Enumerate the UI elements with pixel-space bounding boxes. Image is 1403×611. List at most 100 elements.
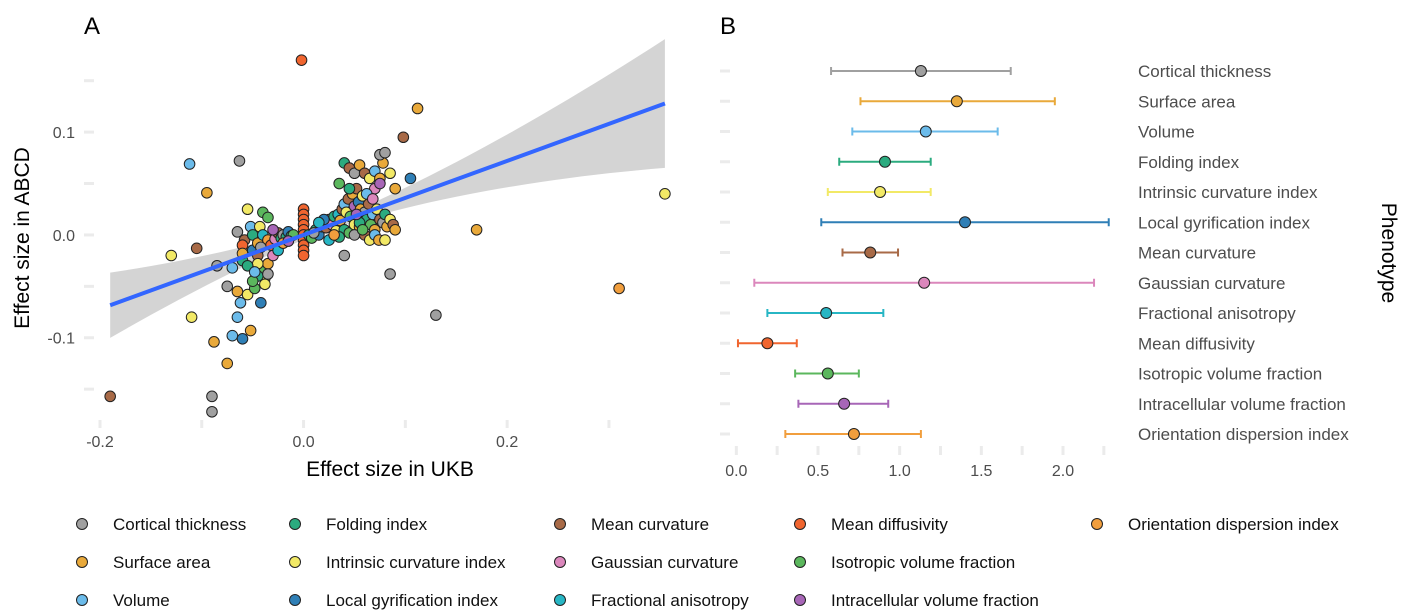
x-tick-label: 1.0 [889, 463, 911, 480]
scatter-point [201, 186, 213, 199]
forest-rows: Cortical thickness Surface area Volume Fold… [736, 62, 1349, 444]
estimate-point [918, 276, 931, 289]
legend-swatch [554, 594, 566, 606]
scatter-point [295, 54, 308, 66]
scatter-point [221, 357, 234, 370]
scatter-point [470, 223, 483, 236]
legend: Cortical thickness Surface area Volume Fold… [76, 515, 1339, 610]
scatter-point [389, 182, 401, 195]
legend-label: Folding index [326, 515, 428, 534]
legend-item: Mean diffusivity [794, 515, 948, 534]
scatter-point [104, 390, 116, 403]
scatter-point [244, 324, 257, 337]
phenotype-row-label: Isotropic volume fraction [1138, 365, 1322, 384]
phenotype-row-label: Folding index [1138, 153, 1240, 172]
scatter-point [255, 296, 267, 309]
phenotype-row-label: Orientation dispersion index [1138, 425, 1349, 444]
scatter-point [185, 311, 198, 323]
legend-swatch [554, 518, 566, 530]
legend-item: Cortical thickness [76, 515, 246, 534]
scatter-point [384, 167, 396, 180]
legend-item: Fractional anisotropy [554, 591, 749, 610]
legend-item: Mean curvature [554, 515, 709, 534]
panel-b-label: B [720, 13, 736, 40]
scatter-point [374, 177, 386, 190]
legend-label: Isotropic volume fraction [831, 553, 1015, 572]
scatter-point [366, 193, 379, 205]
panel-a-y-axis-title: Effect size in ABCD [11, 147, 34, 329]
scatter-point [190, 242, 203, 255]
x-tick-label: 0.2 [496, 434, 518, 451]
legend-item: Surface area [76, 553, 211, 572]
legend-label: Intracellular volume fraction [831, 591, 1039, 610]
regression-line-path [109, 101, 666, 308]
scatter-point [348, 229, 361, 241]
scatter-point [338, 249, 351, 262]
legend-swatch [289, 556, 301, 568]
scatter-point [328, 229, 340, 241]
x-tick-label: 0.0 [725, 463, 747, 480]
y-tick-label: -0.1 [47, 331, 75, 348]
legend-swatch [76, 556, 88, 568]
scatter-point [165, 249, 178, 262]
legend-item: Intracellular volume fraction [794, 591, 1039, 610]
scatter-point [430, 309, 442, 321]
scatter-point [206, 405, 218, 418]
legend-label: Fractional anisotropy [591, 591, 749, 610]
scatter-point [297, 249, 310, 262]
scatter-point [379, 234, 391, 246]
scatter-point [343, 182, 356, 195]
scatter-point [411, 102, 424, 115]
scatter-point [379, 146, 391, 159]
panel-b-forest: B Cortical thickness Surface area Volume Fo… [720, 13, 1400, 480]
legend-label: Intrinsic curvature index [326, 553, 506, 572]
estimate-point [761, 337, 774, 350]
scatter-point [233, 155, 246, 167]
legend-item: Intrinsic curvature index [289, 553, 506, 572]
scatter-point [236, 332, 249, 345]
legend-label: Mean diffusivity [831, 515, 948, 534]
legend-swatch [794, 594, 806, 606]
scatter-point [259, 278, 271, 291]
estimate-point [847, 428, 860, 440]
x-tick-label: 0.5 [807, 463, 829, 480]
legend-swatch [289, 594, 301, 606]
scatter-point [206, 390, 218, 403]
scatter-point [208, 336, 220, 348]
legend-item: Isotropic volume fraction [794, 553, 1015, 572]
legend-label: Gaussian curvature [591, 553, 738, 572]
scatter-point [226, 329, 239, 342]
x-tick-label: 0.0 [292, 434, 314, 451]
legend-item: Folding index [289, 515, 428, 534]
scatter-point [333, 177, 345, 190]
estimate-point [820, 307, 833, 319]
confidence-band [110, 39, 665, 338]
phenotype-row-label: Intracellular volume fraction [1138, 395, 1346, 414]
scatter-point [613, 282, 625, 295]
legend-label: Orientation dispersion index [1128, 515, 1339, 534]
x-tick-label: -0.2 [86, 434, 114, 451]
phenotype-row-label: Mean curvature [1138, 244, 1256, 263]
panel-a-gridlines [84, 79, 611, 428]
panel-b-y-axis-title: Phenotype [1377, 203, 1400, 303]
legend-swatch [76, 594, 88, 606]
legend-swatch [1091, 518, 1103, 530]
panel-a-x-ticks: -0.2 0.0 0.2 [86, 434, 518, 451]
estimate-point [821, 367, 834, 380]
scatter-point [353, 159, 366, 171]
legend-swatch [794, 518, 806, 530]
scatter-point [384, 268, 396, 280]
scatter-point [241, 203, 254, 216]
legend-swatch [794, 556, 806, 568]
legend-item: Local gyrification index [289, 591, 498, 610]
legend-item: Orientation dispersion index [1091, 515, 1339, 534]
panel-a-x-axis-title: Effect size in UKB [306, 458, 474, 481]
scatter-point [231, 226, 244, 238]
legend-label: Cortical thickness [113, 515, 246, 534]
scatter-point [231, 311, 244, 323]
scatter-point [221, 280, 234, 293]
x-tick-label: 1.5 [970, 463, 992, 480]
phenotype-row-label: Fractional anisotropy [1138, 304, 1296, 323]
regression-line [109, 101, 666, 308]
